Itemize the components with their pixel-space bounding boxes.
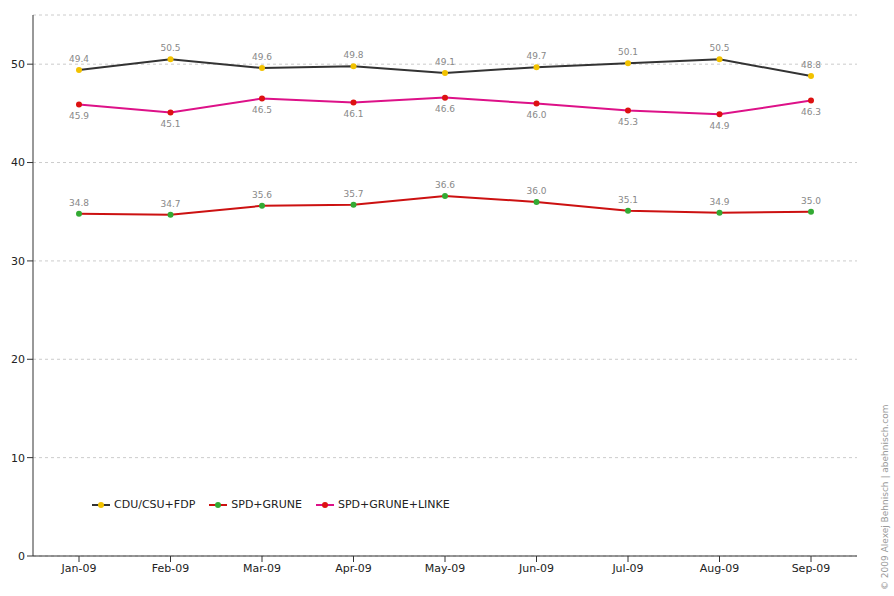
svg-text:10: 10 <box>11 452 25 465</box>
svg-text:36.6: 36.6 <box>435 180 455 190</box>
svg-text:49.1: 49.1 <box>435 57 455 67</box>
svg-text:Jun-09: Jun-09 <box>518 562 554 575</box>
svg-text:34.8: 34.8 <box>69 198 89 208</box>
svg-text:50.1: 50.1 <box>618 47 638 57</box>
svg-text:36.0: 36.0 <box>526 186 546 196</box>
svg-text:35.6: 35.6 <box>252 190 272 200</box>
svg-text:48.8: 48.8 <box>801 60 821 70</box>
html-text:© 2009 Alexej Behnisch | abehn: © 2009 Alexej Behnisch | abehnisch.com <box>880 404 890 590</box>
svg-text:35.1: 35.1 <box>618 195 638 205</box>
svg-text:Jan-09: Jan-09 <box>61 562 97 575</box>
svg-text:44.9: 44.9 <box>709 121 729 131</box>
html-text:SPD+GRUNE+LINKE: SPD+GRUNE+LINKE <box>338 498 450 511</box>
svg-text:50: 50 <box>11 58 25 71</box>
svg-text:46.1: 46.1 <box>343 109 363 119</box>
svg-text:0: 0 <box>18 550 25 563</box>
svg-text:46.3: 46.3 <box>801 107 821 117</box>
svg-text:46.6: 46.6 <box>435 104 455 114</box>
svg-text:20: 20 <box>11 353 25 366</box>
svg-text:35.0: 35.0 <box>801 196 821 206</box>
svg-text:46.0: 46.0 <box>526 110 546 120</box>
svg-text:49.4: 49.4 <box>69 54 89 64</box>
svg-text:49.7: 49.7 <box>526 51 546 61</box>
svg-text:Mar-09: Mar-09 <box>243 562 281 575</box>
svg-text:45.3: 45.3 <box>618 117 638 127</box>
svg-text:45.9: 45.9 <box>69 111 89 121</box>
svg-text:May-09: May-09 <box>425 562 466 575</box>
svg-text:34.9: 34.9 <box>709 197 729 207</box>
svg-text:30: 30 <box>11 255 25 268</box>
svg-text:Aug-09: Aug-09 <box>700 562 739 575</box>
svg-text:49.6: 49.6 <box>252 52 272 62</box>
svg-text:Feb-09: Feb-09 <box>152 562 189 575</box>
svg-text:40: 40 <box>11 156 25 169</box>
svg-text:50.5: 50.5 <box>160 43 180 53</box>
html-text:SPD+GRUNE: SPD+GRUNE <box>231 498 302 511</box>
svg-text:Sep-09: Sep-09 <box>792 562 831 575</box>
svg-text:34.7: 34.7 <box>160 199 180 209</box>
svg-text:35.7: 35.7 <box>343 189 363 199</box>
svg-text:45.1: 45.1 <box>160 119 180 129</box>
svg-text:46.5: 46.5 <box>252 105 272 115</box>
svg-text:49.8: 49.8 <box>343 50 363 60</box>
svg-text:Jul-09: Jul-09 <box>611 562 643 575</box>
html-text:CDU/CSU+FDP: CDU/CSU+FDP <box>114 498 196 511</box>
svg-text:Apr-09: Apr-09 <box>335 562 371 575</box>
svg-text:50.5: 50.5 <box>709 43 729 53</box>
